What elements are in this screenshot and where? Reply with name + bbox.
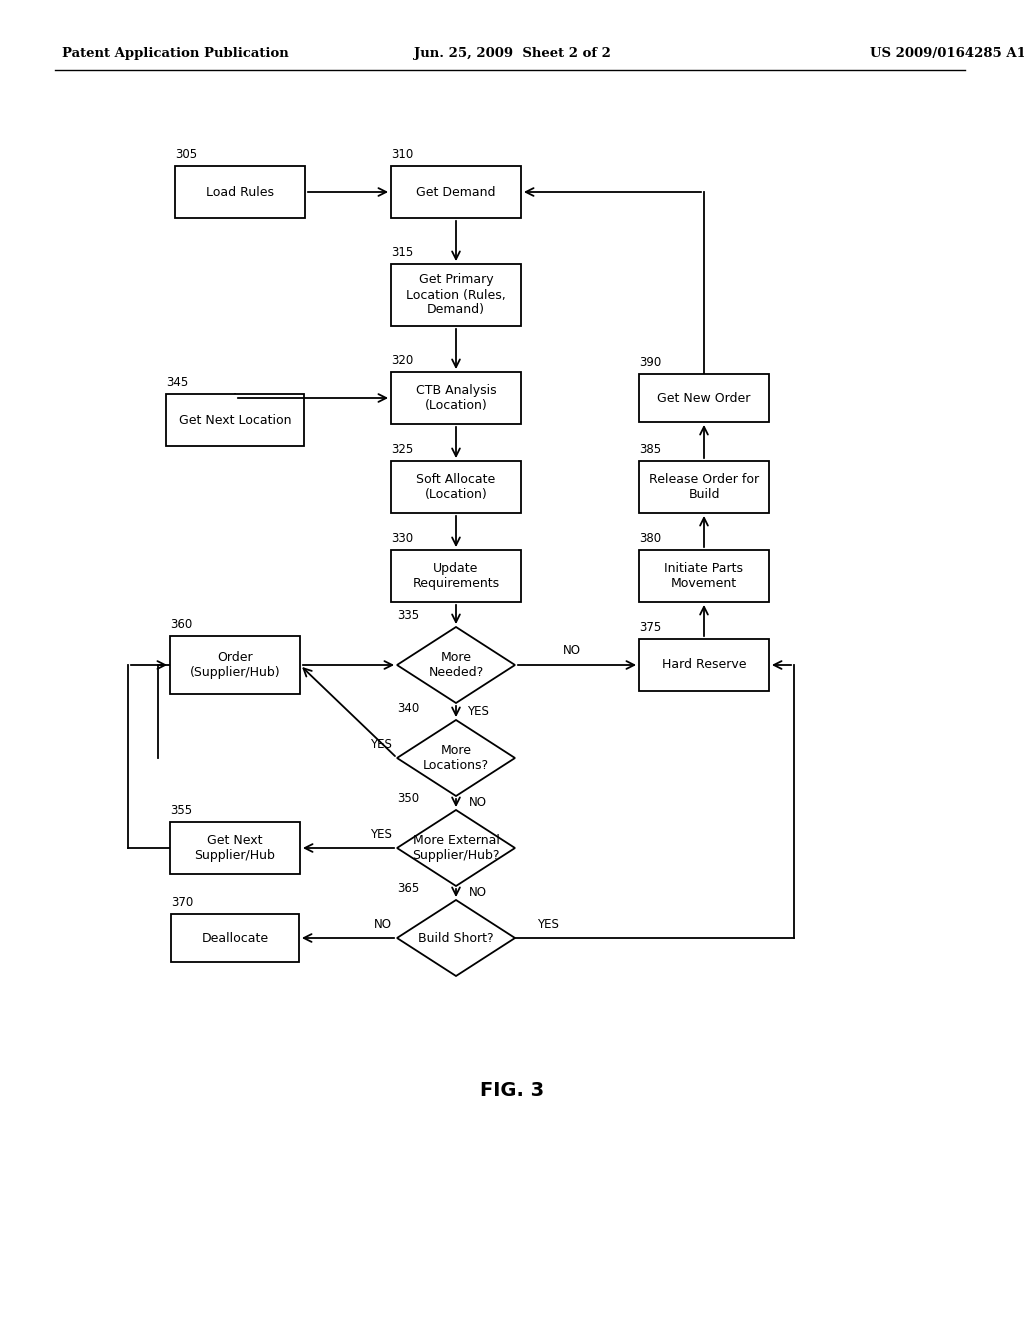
Text: 360: 360 — [170, 618, 193, 631]
Text: Get Demand: Get Demand — [416, 186, 496, 198]
Text: 335: 335 — [397, 609, 419, 622]
Text: Get New Order: Get New Order — [657, 392, 751, 404]
Bar — [170, 822, 300, 874]
Bar — [166, 393, 304, 446]
Text: 310: 310 — [391, 148, 414, 161]
Text: US 2009/0164285 A1: US 2009/0164285 A1 — [870, 48, 1024, 61]
Text: Get Primary
Location (Rules,
Demand): Get Primary Location (Rules, Demand) — [407, 273, 506, 317]
Text: Patent Application Publication: Patent Application Publication — [62, 48, 289, 61]
Bar — [391, 166, 521, 218]
Bar — [639, 461, 769, 513]
Text: YES: YES — [467, 705, 488, 718]
Text: Order
(Supplier/Hub): Order (Supplier/Hub) — [189, 651, 281, 678]
Text: YES: YES — [370, 828, 392, 841]
Bar — [391, 550, 521, 602]
Text: 390: 390 — [639, 356, 662, 370]
Text: YES: YES — [537, 917, 559, 931]
Text: YES: YES — [370, 738, 392, 751]
Text: Build Short?: Build Short? — [418, 932, 494, 945]
Text: 345: 345 — [166, 376, 188, 389]
Text: More
Locations?: More Locations? — [423, 744, 489, 772]
Text: CTB Analysis
(Location): CTB Analysis (Location) — [416, 384, 497, 412]
Text: Load Rules: Load Rules — [206, 186, 274, 198]
Bar — [639, 550, 769, 602]
Text: Deallocate: Deallocate — [202, 932, 268, 945]
Text: 365: 365 — [397, 882, 419, 895]
Text: NO: NO — [563, 644, 581, 657]
Text: More
Needed?: More Needed? — [428, 651, 483, 678]
Text: More External
Supplier/Hub?: More External Supplier/Hub? — [413, 834, 500, 862]
Bar — [639, 374, 769, 422]
Text: Soft Allocate
(Location): Soft Allocate (Location) — [417, 473, 496, 502]
Text: 370: 370 — [171, 896, 194, 909]
Text: Hard Reserve: Hard Reserve — [662, 659, 746, 672]
Text: 375: 375 — [639, 620, 662, 634]
Text: 385: 385 — [639, 444, 662, 455]
Text: 320: 320 — [391, 354, 414, 367]
Bar — [391, 461, 521, 513]
Text: 340: 340 — [397, 702, 419, 715]
Polygon shape — [397, 627, 515, 704]
Text: 325: 325 — [391, 444, 414, 455]
Bar — [639, 639, 769, 690]
Text: NO: NO — [469, 796, 487, 809]
Text: Get Next
Supplier/Hub: Get Next Supplier/Hub — [195, 834, 275, 862]
Text: FIG. 3: FIG. 3 — [480, 1081, 544, 1100]
Bar — [391, 264, 521, 326]
Bar — [391, 372, 521, 424]
Text: NO: NO — [469, 887, 487, 899]
Text: 350: 350 — [397, 792, 419, 805]
Text: Update
Requirements: Update Requirements — [413, 562, 500, 590]
Text: 355: 355 — [170, 804, 193, 817]
Text: 315: 315 — [391, 246, 414, 259]
Text: Get Next Location: Get Next Location — [179, 413, 291, 426]
Bar — [170, 636, 300, 694]
Text: NO: NO — [374, 917, 392, 931]
Bar — [175, 166, 305, 218]
Bar — [171, 913, 299, 962]
Polygon shape — [397, 810, 515, 886]
Text: 330: 330 — [391, 532, 413, 545]
Text: Release Order for
Build: Release Order for Build — [649, 473, 759, 502]
Text: Initiate Parts
Movement: Initiate Parts Movement — [665, 562, 743, 590]
Text: 380: 380 — [639, 532, 662, 545]
Text: 305: 305 — [175, 148, 198, 161]
Text: Jun. 25, 2009  Sheet 2 of 2: Jun. 25, 2009 Sheet 2 of 2 — [414, 48, 610, 61]
Polygon shape — [397, 900, 515, 975]
Polygon shape — [397, 719, 515, 796]
